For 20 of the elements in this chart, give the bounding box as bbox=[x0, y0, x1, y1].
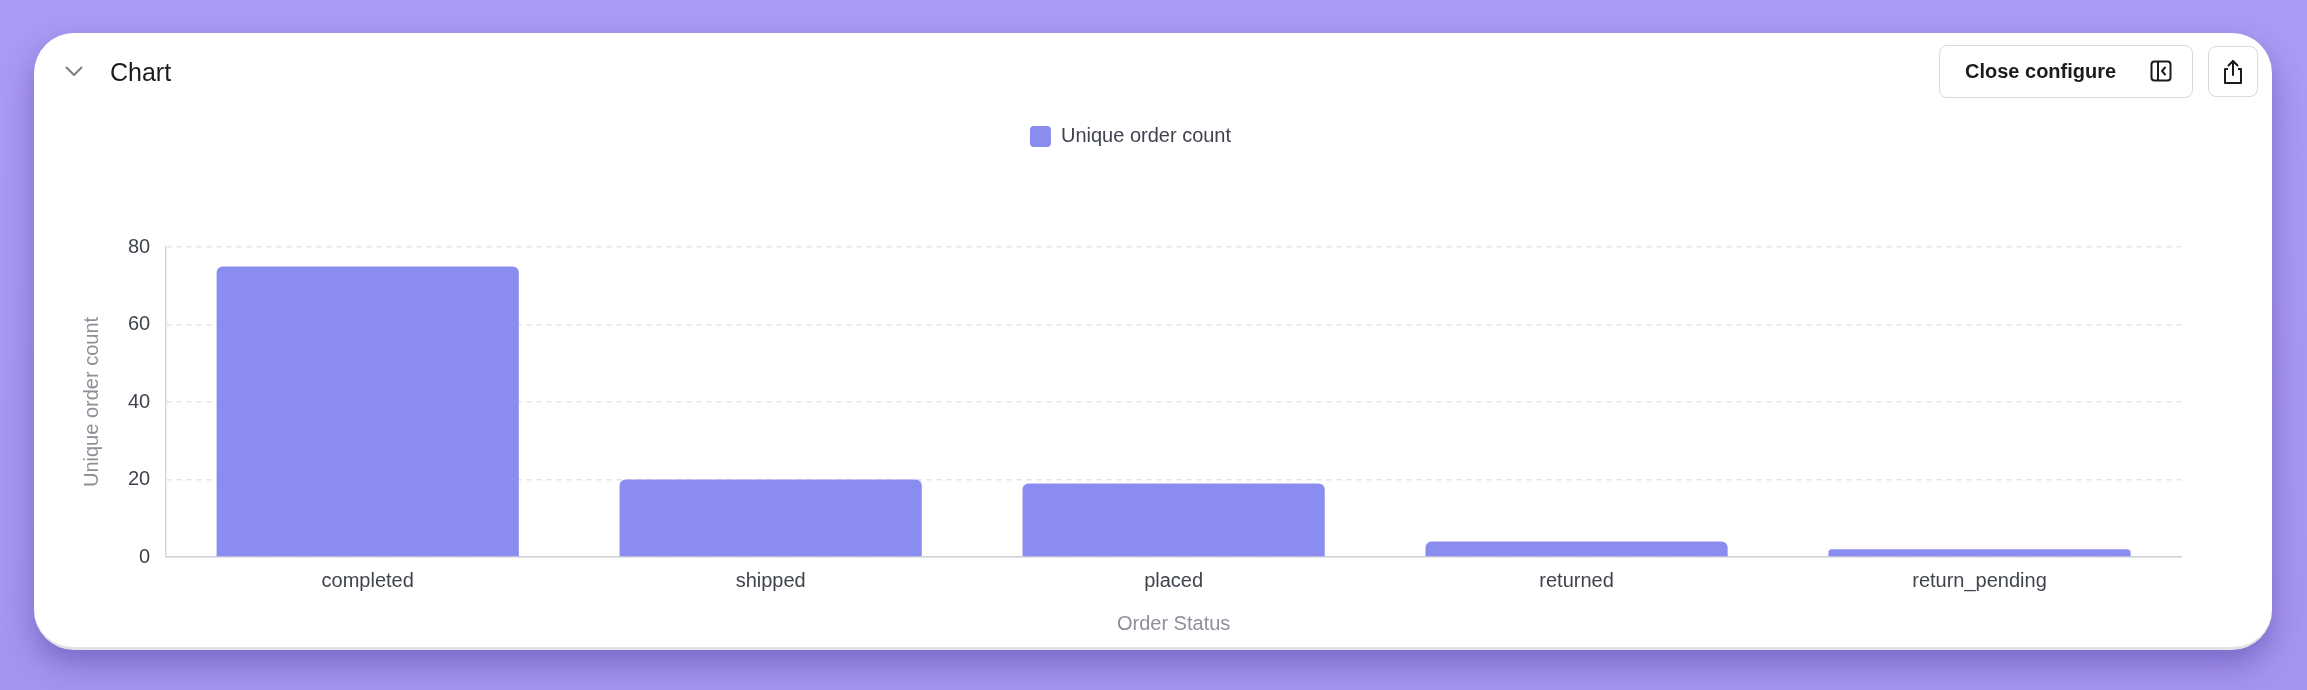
x-tick-label: completed bbox=[321, 568, 414, 591]
y-tick-label: 0 bbox=[139, 544, 151, 567]
y-tick-label: 60 bbox=[128, 312, 151, 335]
bar bbox=[1425, 541, 1728, 557]
bar bbox=[619, 479, 922, 557]
legend-label: Unique order count bbox=[1060, 124, 1232, 147]
y-tick-label: 80 bbox=[128, 234, 151, 257]
y-tick-label: 20 bbox=[128, 467, 151, 490]
x-tick-label: shipped bbox=[735, 568, 806, 591]
bar bbox=[1022, 483, 1325, 557]
x-axis-title: Order Status bbox=[1116, 611, 1231, 634]
bar bbox=[1828, 549, 2131, 557]
x-tick-label: placed bbox=[1144, 568, 1204, 591]
y-axis-title: Unique order count bbox=[79, 316, 102, 488]
y-tick-label: 40 bbox=[128, 389, 151, 412]
x-tick-label: returned bbox=[1539, 568, 1614, 591]
x-tick-label: return_pending bbox=[1912, 568, 2047, 592]
text: Close configure bbox=[1965, 59, 2117, 84]
bar bbox=[216, 266, 519, 557]
chart-title: Chart bbox=[110, 57, 172, 88]
